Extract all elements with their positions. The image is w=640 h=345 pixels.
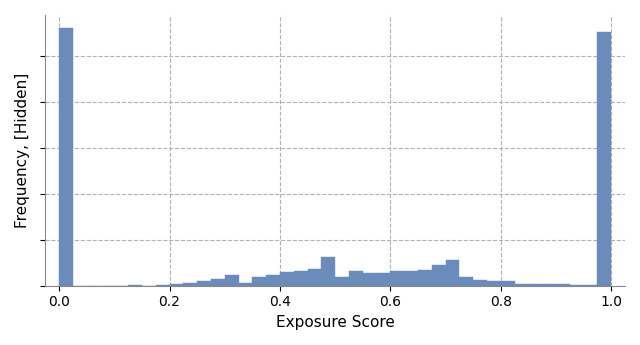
X-axis label: Exposure Score: Exposure Score (276, 315, 395, 330)
Bar (515, 284, 529, 286)
Bar (597, 32, 611, 286)
Bar (445, 260, 460, 286)
Bar (183, 283, 197, 286)
Bar (418, 270, 432, 286)
Bar (529, 284, 542, 286)
Bar (473, 280, 487, 286)
Bar (584, 285, 597, 286)
Bar (404, 272, 418, 286)
Bar (170, 284, 183, 286)
Bar (349, 272, 363, 286)
Bar (197, 281, 211, 286)
Bar (308, 269, 321, 286)
Bar (225, 275, 239, 286)
Bar (376, 273, 390, 286)
Y-axis label: Frequency, [Hidden]: Frequency, [Hidden] (15, 73, 30, 228)
Bar (542, 284, 556, 286)
Bar (321, 257, 335, 286)
Bar (570, 285, 584, 286)
Bar (59, 28, 73, 286)
Bar (211, 279, 225, 286)
Bar (500, 281, 515, 286)
Bar (252, 277, 266, 286)
Bar (294, 270, 308, 286)
Bar (390, 270, 404, 286)
Bar (239, 283, 252, 286)
Bar (363, 273, 376, 286)
Bar (487, 281, 500, 286)
Bar (335, 277, 349, 286)
Bar (266, 275, 280, 286)
Bar (556, 284, 570, 286)
Bar (460, 277, 473, 286)
Bar (280, 272, 294, 286)
Bar (432, 265, 445, 286)
